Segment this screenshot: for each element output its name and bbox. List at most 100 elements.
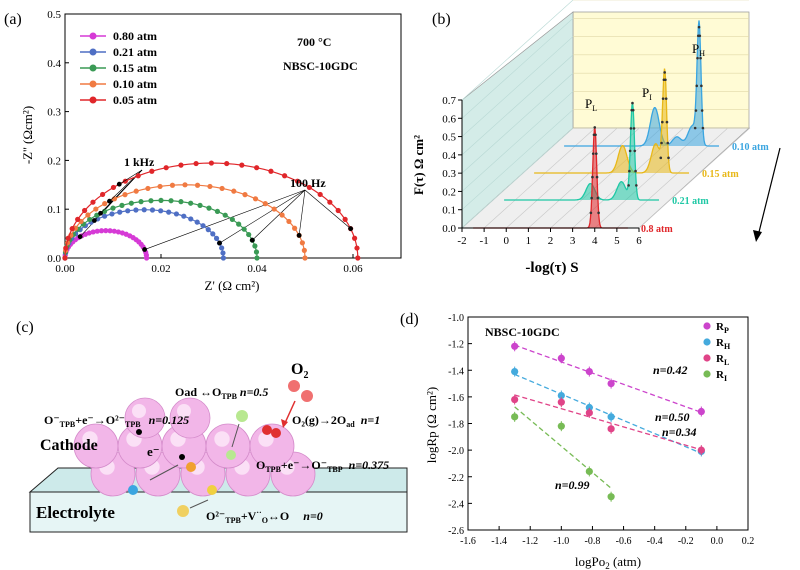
o2-subscript: 2	[303, 370, 308, 381]
a-series-point	[301, 247, 307, 253]
b-peak-point	[593, 126, 597, 129]
b-peak-point	[631, 101, 634, 105]
b-peak-point	[694, 109, 698, 112]
o-adsorbed-1	[262, 425, 272, 435]
electrolyte-label: Electrolyte	[36, 503, 115, 522]
a-series-point	[224, 160, 230, 167]
panel-d-annotation: NBSC-10GDC	[485, 325, 560, 339]
b-peak-point	[695, 84, 699, 88]
panel-b-arrowhead	[753, 230, 762, 242]
cathode-particles	[73, 397, 316, 497]
panel-b-xlabel: -log(τ) S	[525, 260, 578, 276]
d-xtick-label: -1.4	[491, 536, 507, 547]
b-peak-label-l-sub: L	[592, 104, 597, 113]
a-series-point	[299, 240, 305, 246]
a-series-point	[210, 231, 216, 237]
reaction-4-sub2: TBP	[327, 465, 343, 474]
d-slope-label: n=0.42	[653, 363, 688, 377]
a-ytick-label: 0.1	[47, 204, 61, 216]
b-floor-gridline	[616, 127, 729, 229]
b-peak-point	[596, 196, 600, 200]
b-wall-gridline	[461, 0, 574, 101]
b-peak-point	[659, 156, 663, 160]
b-peak-point	[664, 78, 667, 82]
reaction-2-main: O₂(g)→2O	[292, 413, 346, 427]
a-legend-marker	[89, 32, 97, 40]
b-peak-point	[631, 108, 635, 112]
d-legend-label: RL	[716, 353, 729, 367]
a-series-point	[158, 208, 164, 214]
reaction-1-sub: TPB	[221, 392, 237, 401]
b-wall-gridline	[461, 109, 574, 210]
b-peak-point	[700, 109, 704, 112]
a-series-point	[342, 216, 348, 222]
b-peak-point	[664, 97, 668, 100]
a-series-point	[188, 200, 194, 206]
b-peak-point	[634, 169, 637, 173]
reaction-3-sub1: TPB	[60, 420, 76, 429]
electron-dot-2	[179, 454, 185, 460]
pathway-arrow-2	[149, 464, 179, 481]
d-point	[607, 413, 615, 421]
a-series-point	[219, 245, 225, 251]
a-series-point	[149, 168, 155, 174]
a-series-point	[144, 255, 150, 261]
a-series-point	[286, 218, 292, 225]
d-xtick-label: -0.4	[647, 536, 663, 547]
b-peak-point	[661, 97, 665, 100]
b-peak-point	[591, 152, 595, 155]
a-series-point	[352, 235, 358, 241]
d-xtick-label: -1.2	[522, 536, 538, 547]
b-xtick-label: 1	[526, 235, 532, 247]
reaction-5-o: O²⁻	[206, 509, 225, 523]
b-peak-point	[663, 71, 666, 74]
b-series-label: 0.21 atm	[672, 196, 709, 207]
panel-a-curves	[62, 160, 361, 261]
a-series-point	[246, 231, 252, 238]
a-legend-marker	[89, 48, 97, 56]
a-series-point	[103, 228, 109, 234]
reaction-5-sub2: O	[262, 516, 268, 525]
o2-arrow	[284, 400, 296, 424]
b-peak-point	[597, 211, 600, 215]
d-point	[557, 354, 565, 362]
electron-dot	[136, 429, 142, 435]
reaction-5-rhs: ↔O	[268, 509, 289, 523]
d-xtick-label: -0.8	[585, 536, 601, 547]
a-xtick-label: 0.02	[151, 263, 170, 275]
d-point	[557, 422, 565, 430]
a-ytick-label: 0.3	[47, 107, 61, 119]
a-ytick-label: 0.2	[47, 155, 61, 167]
reaction-5-n: n=0	[303, 509, 323, 523]
a-legend-label: 0.80 atm	[113, 29, 157, 43]
electron-label: e⁻	[147, 444, 160, 459]
a-xtick-label: 0.06	[343, 263, 363, 275]
a-series-point	[214, 208, 221, 215]
b-ytick-label: 0.1	[442, 205, 456, 217]
a-series-point	[231, 188, 237, 194]
d-legend-marker	[703, 354, 711, 362]
a-series-point	[87, 216, 93, 223]
a-series-point	[206, 205, 212, 211]
b-peak-label-l-main: P	[585, 96, 592, 111]
d-xtick-label: -0.6	[616, 536, 632, 547]
a-series-point	[115, 229, 122, 235]
b-peak-point	[591, 175, 594, 179]
a-series-point	[194, 219, 200, 225]
a-legend-marker	[89, 96, 97, 104]
d-xtick-label: 0.0	[711, 536, 724, 547]
b-peak-point	[590, 196, 593, 200]
a-series-point	[94, 228, 100, 234]
o-tpb-green	[236, 410, 248, 422]
a-1khz-leader	[119, 169, 143, 185]
cathode-particle-highlight	[132, 404, 146, 418]
d-point	[557, 398, 565, 406]
a-series-point	[122, 192, 128, 198]
b-series-label: 0.8 atm	[641, 224, 673, 235]
b-peak-point	[699, 56, 702, 60]
b-peak-point	[693, 126, 697, 130]
b-xtick-label: 6	[636, 235, 642, 247]
o-ion-yellow	[207, 485, 217, 495]
cathode-particle-highlight	[82, 431, 98, 447]
